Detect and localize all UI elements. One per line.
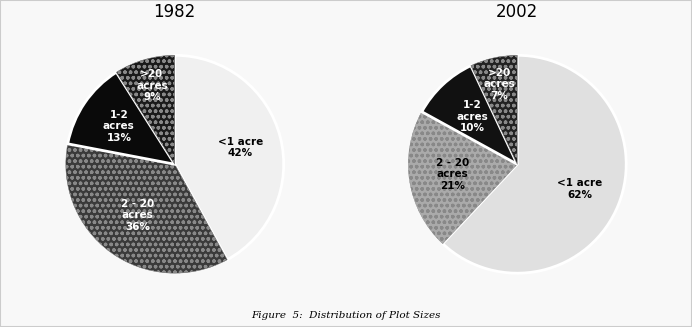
Wedge shape	[116, 55, 175, 164]
Text: <1 acre
62%: <1 acre 62%	[558, 178, 603, 200]
Title: 2002: 2002	[496, 3, 538, 21]
Text: 1-2
acres
13%: 1-2 acres 13%	[103, 110, 135, 143]
Text: 2 - 20
acres
36%: 2 - 20 acres 36%	[121, 199, 154, 232]
Wedge shape	[66, 144, 227, 273]
Text: 1-2
acres
10%: 1-2 acres 10%	[457, 100, 489, 133]
Wedge shape	[68, 72, 175, 164]
Wedge shape	[422, 66, 517, 164]
Title: 1982: 1982	[154, 3, 196, 21]
Text: 2 - 20
acres
21%: 2 - 20 acres 21%	[436, 158, 469, 191]
Text: Figure  5:  Distribution of Plot Sizes: Figure 5: Distribution of Plot Sizes	[251, 311, 441, 320]
Wedge shape	[175, 55, 284, 260]
Text: >20
acres
7%: >20 acres 7%	[484, 68, 516, 101]
Text: <1 acre
42%: <1 acre 42%	[217, 137, 263, 158]
Wedge shape	[443, 55, 626, 273]
Wedge shape	[408, 112, 517, 244]
Wedge shape	[471, 55, 517, 164]
Text: >20
acres
9%: >20 acres 9%	[136, 69, 168, 102]
